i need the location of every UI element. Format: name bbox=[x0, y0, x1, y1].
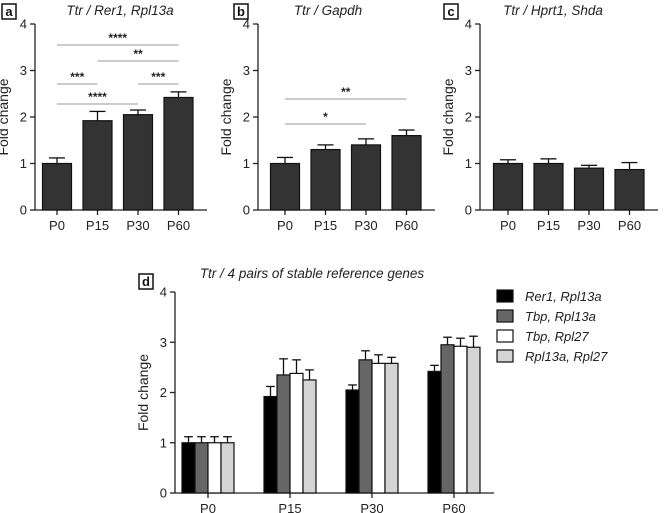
bar bbox=[492, 162, 524, 211]
bar bbox=[614, 168, 645, 211]
bar-series-2 bbox=[207, 442, 222, 494]
chart-title: Ttr / 4 pairs of stable reference genes bbox=[200, 266, 425, 281]
panel-letter: b bbox=[237, 4, 245, 19]
y-tick-label: 0 bbox=[160, 486, 167, 501]
bar-series-1 bbox=[276, 374, 291, 494]
bar bbox=[82, 120, 113, 211]
panel-letter-box bbox=[138, 273, 154, 290]
x-tick-label: P60 bbox=[442, 501, 465, 513]
significance-label: * bbox=[323, 110, 328, 124]
panel-letter-box bbox=[1, 3, 17, 20]
y-tick-label: 2 bbox=[243, 110, 250, 125]
chart-title: Ttr / Rer1, Rpl13a bbox=[66, 3, 174, 18]
significance-label: ** bbox=[133, 47, 143, 61]
bar bbox=[269, 162, 301, 211]
x-tick-label: P60 bbox=[167, 218, 190, 233]
panel-letter-box bbox=[233, 3, 249, 20]
significance-label: ** bbox=[341, 85, 351, 99]
x-tick-label: P0 bbox=[200, 501, 216, 513]
chart-title: Ttr / Gapdh bbox=[294, 3, 362, 18]
y-axis-title: Fold change bbox=[135, 354, 151, 431]
bar-series-3 bbox=[302, 379, 317, 494]
legend-swatch bbox=[496, 289, 514, 303]
x-tick-label: P60 bbox=[618, 218, 641, 233]
y-tick-label: 3 bbox=[465, 63, 472, 78]
bar-series-0 bbox=[181, 442, 196, 494]
bar-series-0 bbox=[263, 395, 278, 494]
y-tick-label: 2 bbox=[465, 110, 472, 125]
legend-swatch bbox=[496, 349, 514, 363]
y-tick-label: 3 bbox=[243, 63, 250, 78]
bar bbox=[122, 114, 154, 211]
x-tick-label: P0 bbox=[49, 218, 65, 233]
significance-label: **** bbox=[108, 31, 127, 45]
y-tick-label: 4 bbox=[20, 17, 27, 32]
y-tick-label: 1 bbox=[160, 435, 167, 450]
bar-series-2 bbox=[371, 362, 386, 494]
x-tick-label: P30 bbox=[126, 218, 149, 233]
y-tick-label: 1 bbox=[243, 156, 250, 171]
panel-letter: d bbox=[142, 274, 150, 289]
legend-swatch bbox=[496, 329, 514, 343]
x-tick-label: P15 bbox=[537, 218, 560, 233]
bar-series-3 bbox=[384, 362, 399, 494]
panel-letter-box bbox=[443, 3, 459, 20]
bar-series-0 bbox=[427, 370, 442, 494]
bar-series-3 bbox=[220, 442, 235, 494]
chart-title: Ttr / Hprt1, Shda bbox=[503, 3, 603, 18]
y-tick-label: 3 bbox=[160, 335, 167, 350]
y-tick-label: 0 bbox=[243, 203, 250, 218]
x-tick-label: P30 bbox=[360, 501, 383, 513]
bar-series-2 bbox=[289, 372, 304, 494]
panel-letter: c bbox=[447, 4, 454, 19]
x-tick-label: P15 bbox=[314, 218, 337, 233]
x-tick-label: P15 bbox=[278, 501, 301, 513]
bar bbox=[391, 135, 422, 211]
bar bbox=[41, 162, 73, 211]
bar bbox=[533, 162, 564, 211]
significance-label: **** bbox=[88, 90, 107, 104]
y-tick-label: 4 bbox=[160, 285, 167, 300]
bar bbox=[573, 167, 605, 211]
significance-label: *** bbox=[151, 70, 165, 84]
y-axis-title: Fold change bbox=[218, 78, 234, 155]
y-axis-title: Fold change bbox=[0, 78, 11, 155]
legend-label: Rpl13a, Rpl27 bbox=[525, 349, 608, 364]
x-tick-label: P0 bbox=[277, 218, 293, 233]
y-tick-label: 1 bbox=[20, 156, 27, 171]
legend-swatch bbox=[496, 309, 514, 323]
y-tick-label: 2 bbox=[160, 385, 167, 400]
x-tick-label: P60 bbox=[395, 218, 418, 233]
bar-series-1 bbox=[440, 344, 455, 494]
x-tick-label: P30 bbox=[354, 218, 377, 233]
bar-series-1 bbox=[358, 359, 373, 494]
bar-series-2 bbox=[453, 345, 468, 494]
bar bbox=[350, 144, 382, 211]
bar-series-1 bbox=[194, 442, 209, 494]
x-tick-label: P30 bbox=[577, 218, 600, 233]
y-tick-label: 0 bbox=[20, 203, 27, 218]
y-axis-title: Fold change bbox=[440, 78, 456, 155]
y-tick-label: 4 bbox=[243, 17, 250, 32]
x-tick-label: P0 bbox=[500, 218, 516, 233]
y-tick-label: 0 bbox=[465, 203, 472, 218]
y-tick-label: 2 bbox=[20, 110, 27, 125]
legend-label: Tbp, Rpl27 bbox=[525, 329, 589, 344]
bar-series-0 bbox=[345, 389, 360, 494]
bar bbox=[310, 148, 341, 211]
y-tick-label: 1 bbox=[465, 156, 472, 171]
bar bbox=[163, 96, 194, 211]
legend-label: Rer1, Rpl13a bbox=[525, 289, 602, 304]
panel-letter: a bbox=[5, 4, 13, 19]
y-tick-label: 3 bbox=[20, 63, 27, 78]
x-tick-label: P15 bbox=[86, 218, 109, 233]
y-tick-label: 4 bbox=[465, 17, 472, 32]
legend-label: Tbp, Rpl13a bbox=[525, 309, 596, 324]
bar-series-3 bbox=[466, 346, 481, 494]
significance-label: *** bbox=[70, 70, 84, 84]
